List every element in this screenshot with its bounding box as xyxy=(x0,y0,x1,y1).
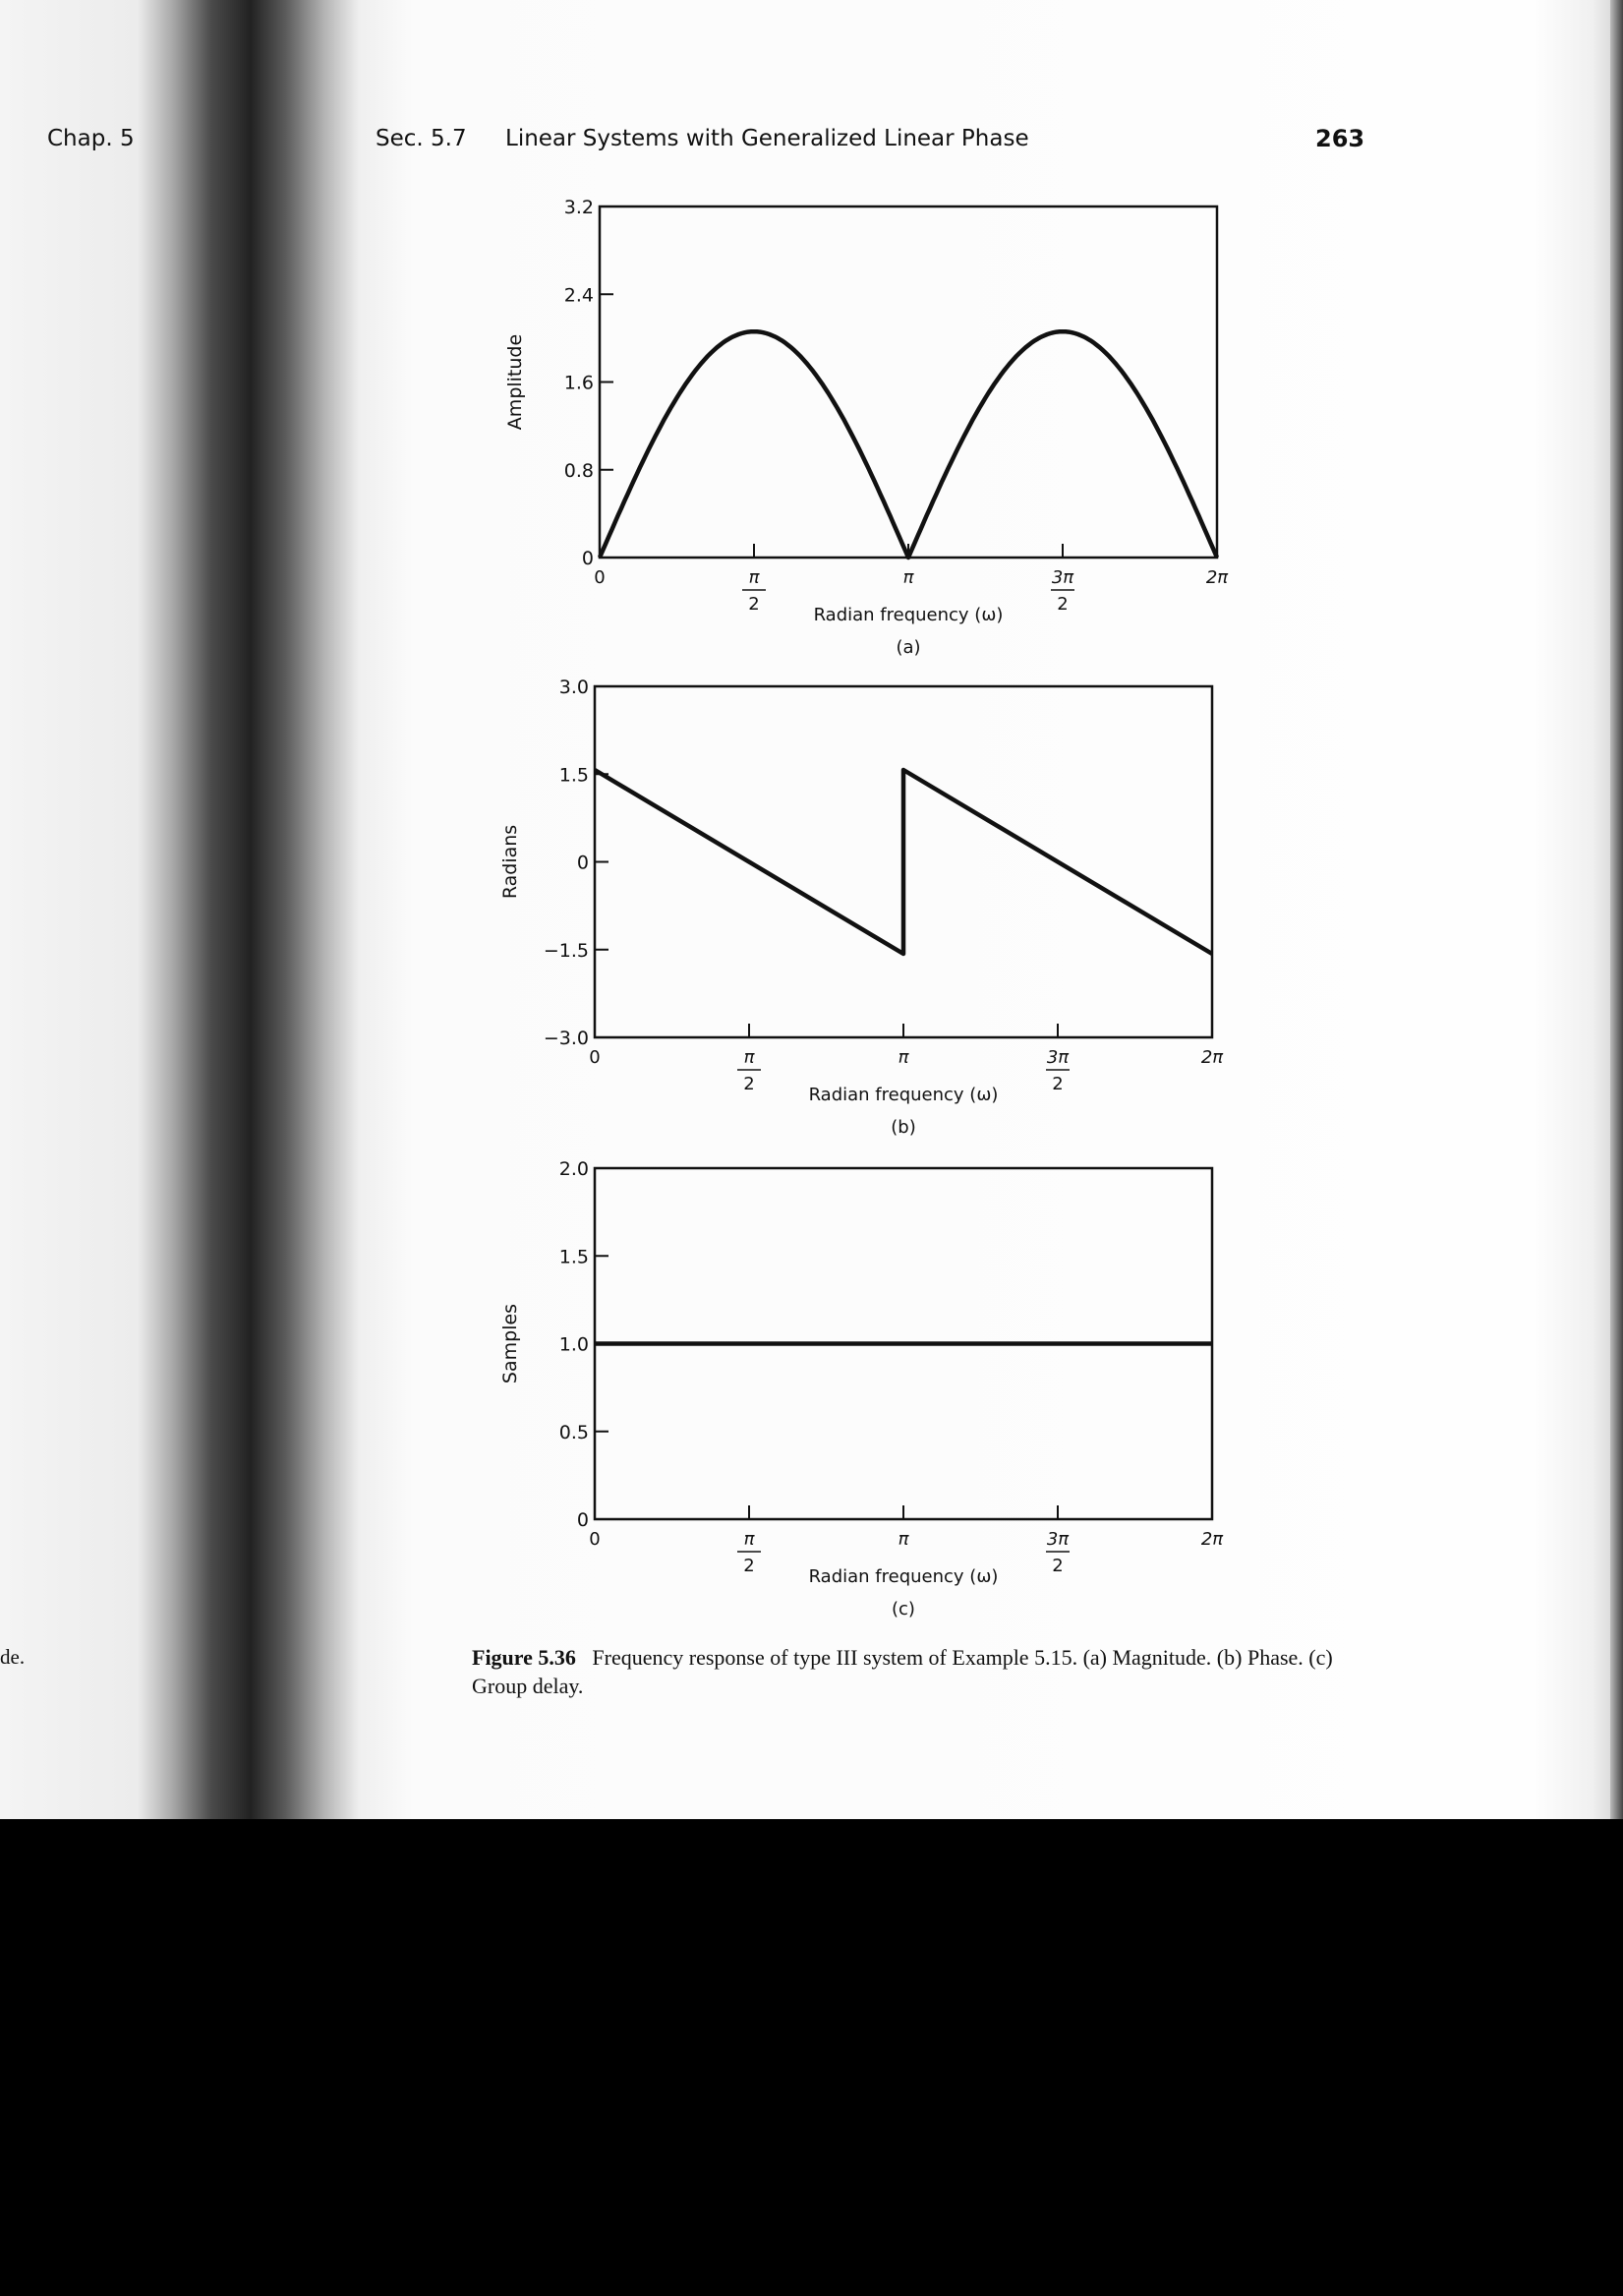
caption-label: Figure 5.36 xyxy=(472,1645,576,1670)
x-tick-label: 2π xyxy=(1201,1047,1224,1068)
x-tick-label-denominator: 2 xyxy=(743,1074,754,1094)
y-tick-label: 1.6 xyxy=(564,373,594,394)
x-tick-label-denominator: 2 xyxy=(1052,1074,1063,1094)
y-axis-label: Radians xyxy=(499,825,521,899)
chapter-label: Chap. 5 xyxy=(47,126,135,151)
panel-label: (b) xyxy=(891,1117,915,1138)
y-tick-label: −1.5 xyxy=(544,940,589,962)
x-tick-label: π xyxy=(903,567,915,588)
x-tick-label-denominator: 2 xyxy=(748,594,759,615)
x-tick-label-numerator: π xyxy=(749,567,761,588)
y-tick-label: 1.0 xyxy=(559,1334,589,1356)
y-tick-label: 2.0 xyxy=(559,1158,589,1180)
y-tick-label: 0.5 xyxy=(559,1422,589,1443)
x-axis-label: Radian frequency (ω) xyxy=(809,1566,999,1587)
book-page xyxy=(0,0,1623,1819)
x-tick-label: 2π xyxy=(1206,567,1229,588)
x-tick-label-denominator: 2 xyxy=(1052,1556,1063,1576)
x-tick-label-numerator: 3π xyxy=(1047,1529,1070,1550)
side-text: de. xyxy=(0,1645,26,1669)
caption-text: Frequency response of type III system of… xyxy=(472,1645,1333,1698)
x-tick-label-numerator: 3π xyxy=(1052,567,1074,588)
plot-frame xyxy=(598,205,1219,559)
y-tick-label: 0.8 xyxy=(564,460,594,482)
y-tick-label: 1.5 xyxy=(559,764,589,786)
x-tick-label: 0 xyxy=(594,567,605,588)
page-edge xyxy=(1610,0,1623,1819)
y-tick-label: 0 xyxy=(582,548,594,569)
x-tick-label-numerator: π xyxy=(744,1529,756,1550)
x-tick-label: 0 xyxy=(589,1047,600,1068)
series-line xyxy=(597,328,1220,560)
x-tick-label-denominator: 2 xyxy=(1057,594,1068,615)
x-tick-label: π xyxy=(898,1529,910,1550)
x-axis-label: Radian frequency (ω) xyxy=(809,1085,999,1105)
x-tick-label-numerator: π xyxy=(744,1047,756,1068)
y-tick-label: 1.5 xyxy=(559,1246,589,1267)
y-tick-label: −3.0 xyxy=(544,1028,589,1049)
y-tick-label: 0 xyxy=(577,1509,589,1531)
x-tick-label-numerator: 3π xyxy=(1047,1047,1070,1068)
series-line xyxy=(593,767,1214,957)
y-tick-label: 2.4 xyxy=(564,284,594,306)
page-number: 263 xyxy=(1315,125,1365,152)
x-tick-label: 2π xyxy=(1201,1529,1224,1550)
x-tick-label: 0 xyxy=(589,1529,600,1550)
y-axis-label: Amplitude xyxy=(504,334,526,430)
y-tick-label: 3.0 xyxy=(559,677,589,698)
figure-caption: Figure 5.36 Frequency response of type I… xyxy=(472,1643,1337,1700)
scan-background xyxy=(0,1819,1623,2296)
y-tick-label: 3.2 xyxy=(564,197,594,218)
x-tick-label: π xyxy=(898,1047,910,1068)
y-axis-label: Samples xyxy=(499,1304,521,1383)
y-tick-label: 0 xyxy=(577,853,589,874)
section-label: Sec. 5.7 xyxy=(376,126,467,151)
x-axis-label: Radian frequency (ω) xyxy=(814,605,1004,625)
panel-label: (c) xyxy=(892,1599,915,1619)
x-tick-label-denominator: 2 xyxy=(743,1556,754,1576)
section-title: Linear Systems with Generalized Linear P… xyxy=(505,126,1029,151)
panel-label: (a) xyxy=(896,637,920,658)
